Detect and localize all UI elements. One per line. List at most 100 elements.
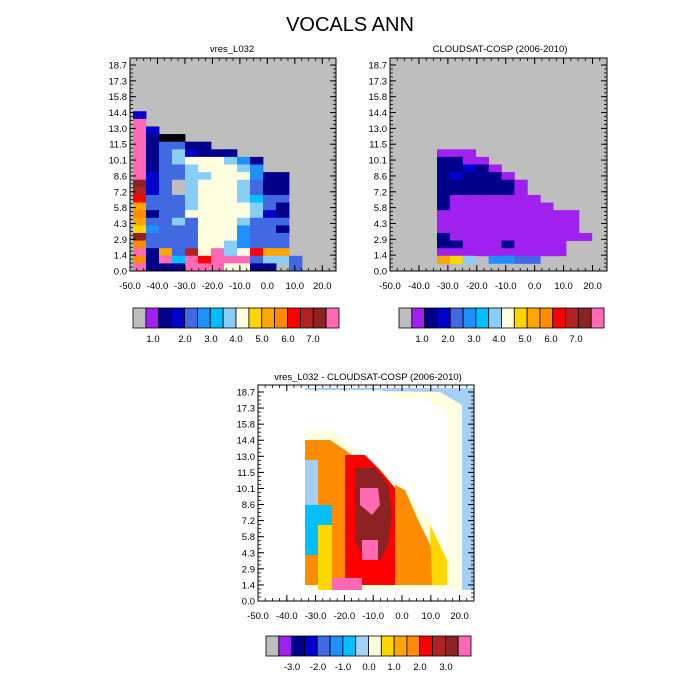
heatmap-cell <box>488 225 502 234</box>
heatmap-cell <box>501 232 515 241</box>
colorbar-swatch <box>287 307 301 329</box>
figure-title: VOCALS ANN <box>286 14 414 36</box>
heatmap-cell <box>159 194 173 203</box>
heatmap-cell <box>211 210 225 219</box>
heatmap-cell <box>475 225 489 234</box>
y-tick-label: 7.2 <box>374 187 387 198</box>
colorbar-tick-label: 1.0 <box>146 334 159 345</box>
heatmap-cell <box>172 217 186 226</box>
heatmap-cell <box>172 255 186 264</box>
colorbar-tick-label: 4.0 <box>492 334 505 345</box>
y-tick-label: 14.4 <box>109 108 128 119</box>
colorbar-swatch <box>261 307 276 329</box>
heatmap-cell <box>185 187 199 196</box>
colorbar-swatch <box>437 307 451 329</box>
heatmap-cell <box>198 217 212 226</box>
heatmap-cell <box>475 210 489 219</box>
colorbar-swatch <box>278 635 293 657</box>
heatmap-cell <box>501 194 515 203</box>
heatmap-cell <box>172 263 186 272</box>
heatmap-cell <box>501 172 515 181</box>
heatmap-cell <box>224 225 238 234</box>
heatmap-cell <box>185 240 199 249</box>
heatmap-cell <box>198 194 212 203</box>
x-tick-label: 0.0 <box>261 281 274 292</box>
heatmap-cell <box>211 187 225 196</box>
heatmap-cell <box>133 141 147 150</box>
heatmap-cell <box>198 156 212 165</box>
colorbar-tick-label: 0.0 <box>362 662 375 673</box>
heatmap-cell <box>276 232 290 241</box>
heatmap-cell <box>540 232 554 241</box>
heatmap-cell <box>172 149 186 158</box>
panel-title-cloudsat: CLOUDSAT-COSP (2006-2010) <box>433 44 568 55</box>
heatmap-cell <box>250 217 264 226</box>
y-tick-label: 10.1 <box>369 156 388 167</box>
heatmap-cell <box>133 187 147 196</box>
colorbar-tick-label: 3.0 <box>204 334 217 345</box>
heatmap-cell <box>449 156 464 165</box>
heatmap-cell <box>250 172 264 181</box>
heatmap-cell <box>437 255 451 264</box>
heatmap-cell <box>553 232 567 241</box>
heatmap-cell <box>133 194 147 203</box>
heatmap-cell <box>237 179 251 188</box>
heatmap-cell <box>250 248 264 257</box>
x-tick-label: 20.0 <box>583 281 602 292</box>
heatmap-cell <box>527 255 541 264</box>
heatmap-cell <box>237 164 251 173</box>
heatmap-cell <box>211 232 225 241</box>
colorbar-swatch <box>265 635 280 657</box>
heatmap-cell <box>185 179 199 188</box>
heatmap-cell <box>185 248 199 257</box>
heatmap-cell <box>449 179 464 188</box>
heatmap-cell <box>159 149 173 158</box>
region-yellow-left <box>318 525 332 590</box>
heatmap-cell <box>553 217 567 226</box>
heatmap-cell <box>133 111 147 120</box>
heatmap-cell <box>488 210 502 219</box>
heatmap-cell <box>133 202 147 211</box>
heatmap-cell <box>133 240 147 249</box>
colorbar-swatch <box>380 635 395 657</box>
heatmap-cell <box>237 217 251 226</box>
y-tick-label: 10.1 <box>109 156 128 167</box>
y-tick-label: 17.3 <box>369 76 388 87</box>
x-tick-label: 20.0 <box>313 281 332 292</box>
heatmap-cell <box>263 263 277 272</box>
region-pink-a <box>360 488 380 515</box>
y-tick-label: 5.8 <box>242 532 255 543</box>
heatmap-cell <box>224 179 238 188</box>
heatmap-cell <box>146 263 160 272</box>
heatmap-cell <box>159 179 173 188</box>
heatmap-cell <box>146 255 160 264</box>
heatmap-cell <box>224 263 238 272</box>
y-tick-label: 17.3 <box>237 404 256 415</box>
x-tick-label: -10.0 <box>362 611 384 622</box>
heatmap-cell <box>146 248 160 257</box>
heatmap-cell <box>172 179 186 188</box>
heatmap-cell <box>527 202 541 211</box>
heatmap-cell <box>211 255 225 264</box>
x-tick-label: 10.0 <box>554 281 573 292</box>
heatmap-cell <box>501 225 515 234</box>
heatmap-cell <box>437 240 451 249</box>
heatmap-cell <box>185 149 199 158</box>
colorbar-2: 1.0 2.0 3.0 4.0 5.0 6.0 7.0 <box>398 307 605 345</box>
colorbar-tick-label: 5.0 <box>518 334 531 345</box>
heatmap-cell <box>133 149 147 158</box>
heatmap-cell <box>172 225 186 234</box>
y-tick-label: 1.4 <box>374 251 387 262</box>
heatmap-cell <box>449 149 464 158</box>
colorbar-swatch <box>526 307 541 329</box>
colorbar-swatch <box>304 635 318 657</box>
heatmap-cell <box>198 232 212 241</box>
heatmap-cell <box>553 248 567 257</box>
heatmap-cell <box>185 217 199 226</box>
heatmap-cell <box>211 225 225 234</box>
y-tick-label: 14.4 <box>369 108 388 119</box>
heatmap-cell <box>263 217 277 226</box>
colorbar-tick-label: 7.0 <box>306 334 319 345</box>
colorbar-swatch <box>355 635 369 657</box>
y-tick-label: 2.9 <box>374 235 387 246</box>
